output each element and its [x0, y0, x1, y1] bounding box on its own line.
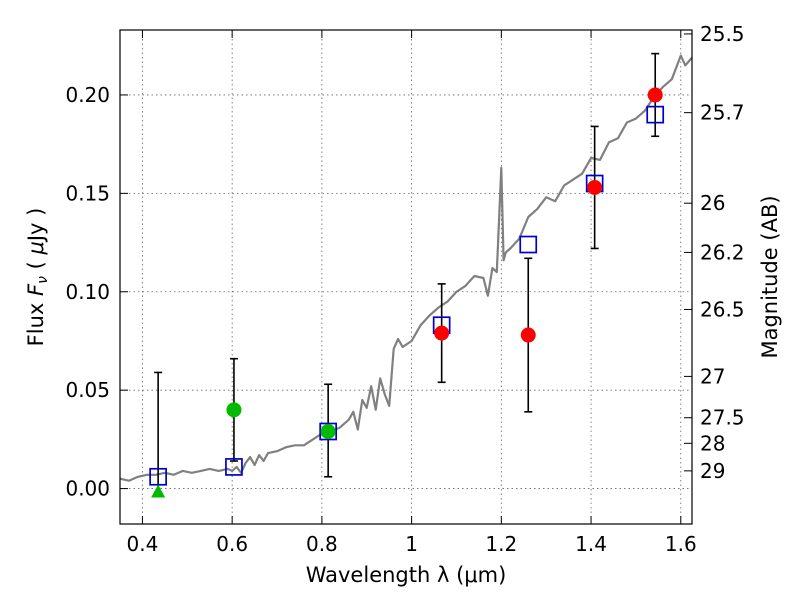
y-axis-title-part: F — [24, 283, 48, 296]
y2-tick-label: 29 — [700, 459, 725, 483]
marker-layer — [149, 87, 665, 498]
y-axis-title-part: Flux — [24, 296, 48, 346]
y2-tick-label: 27 — [700, 364, 725, 388]
x-tick-label: 1.6 — [665, 532, 697, 556]
x-tick-label: 0.4 — [127, 532, 159, 556]
x-tick-label: 1 — [405, 532, 418, 556]
plot-frame — [119, 29, 693, 525]
y-tick-label: 0.05 — [65, 378, 110, 402]
dropout-circle-point — [320, 423, 336, 439]
x-tick-label: 1.2 — [485, 532, 517, 556]
x-axis-title: Wavelength λ (μm) — [306, 563, 507, 587]
y2-tick-label: 26 — [700, 191, 725, 215]
model-square-point — [319, 422, 338, 441]
spectrum-line — [119, 54, 693, 482]
y-axis-title: Flux Fν ( μJy ) — [24, 208, 51, 347]
x-tick-label: 0.6 — [216, 532, 248, 556]
y2-axis-title: Magnitude (AB) — [758, 195, 782, 358]
y-axis-title-part: μ — [24, 241, 48, 255]
x-tick-label: 1.4 — [575, 532, 607, 556]
errorbar-layer — [154, 52, 660, 494]
model-square-point — [519, 235, 538, 254]
detected-circle-point — [434, 325, 450, 341]
dropout-triangle-point — [151, 484, 166, 498]
y2-tick-label: 25.5 — [700, 22, 745, 46]
y2-tick-label: 26.2 — [700, 240, 745, 264]
spectrum-layer — [119, 54, 693, 482]
y-tick-label: 0.00 — [65, 477, 110, 501]
dropout-circle-point — [226, 402, 242, 418]
grid-layer — [120, 30, 692, 524]
detected-circle-point — [520, 327, 536, 343]
y2-tick-label: 25.7 — [700, 101, 745, 125]
model-square-point — [646, 105, 665, 124]
y2-tick-label: 28 — [700, 431, 725, 455]
y-axis-title-part: Jy ) — [24, 208, 48, 244]
tick-layer: 0.4 0.6 0.8 1 1.2 1.4 1.6 0.00 0.05 0.10 0.15 0.20 2… — [65, 22, 744, 556]
y2-tick-label: 26.5 — [700, 297, 745, 321]
x-tick-label: 0.8 — [306, 532, 338, 556]
y-axis-title-part: ( — [24, 255, 48, 277]
detected-circle-point — [587, 179, 603, 195]
y-tick-label: 0.10 — [65, 280, 110, 304]
detected-circle-point — [647, 87, 663, 103]
y-tick-label: 0.20 — [65, 83, 110, 107]
y2-tick-label: 27.5 — [700, 406, 745, 430]
y-axis-title-part: ν — [35, 276, 51, 284]
model-square-point — [225, 458, 243, 476]
y-tick-label: 0.15 — [65, 181, 110, 205]
